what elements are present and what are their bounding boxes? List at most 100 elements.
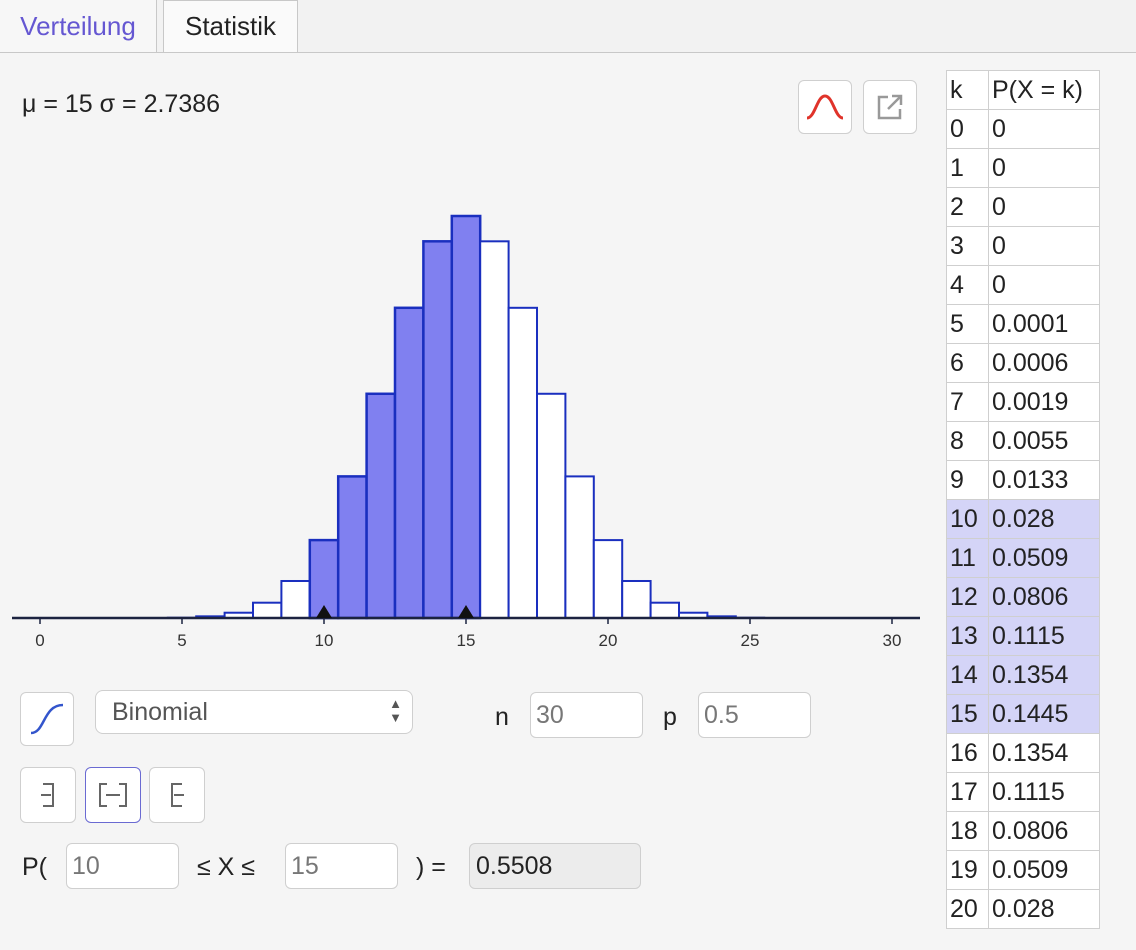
- table-header-row: k P(X = k): [946, 70, 1100, 110]
- table-row[interactable]: 20 0.028: [946, 889, 1100, 929]
- table-cell-k: 8: [946, 421, 989, 461]
- x-tick-label: 10: [315, 631, 334, 650]
- tab-verteilung[interactable]: Verteilung: [0, 0, 157, 53]
- table-row[interactable]: 10 0.028: [946, 499, 1100, 539]
- n-input[interactable]: 30: [530, 692, 643, 738]
- table-row[interactable]: 19 0.0509: [946, 850, 1100, 890]
- table-row[interactable]: 5 0.0001: [946, 304, 1100, 344]
- table-cell-k: 11: [946, 538, 989, 578]
- two-sided-button[interactable]: [85, 767, 141, 823]
- select-arrows-icon: ▲ ▼: [389, 696, 402, 725]
- table-row[interactable]: 17 0.1115: [946, 772, 1100, 812]
- table-cell-probability: 0: [988, 265, 1100, 305]
- table-row[interactable]: 13 0.1115: [946, 616, 1100, 656]
- table-cell-probability: 0.0509: [988, 538, 1100, 578]
- table-cell-probability: 0.028: [988, 889, 1100, 929]
- table-cell-k: 19: [946, 850, 989, 890]
- table-cell-probability: 0.0055: [988, 421, 1100, 461]
- table-cell-probability: 0.0006: [988, 343, 1100, 383]
- table-cell-probability: 0.0001: [988, 304, 1100, 344]
- tab-divider: [0, 52, 1136, 53]
- bar-k-20: [592, 539, 624, 620]
- x-tick-label: 20: [599, 631, 618, 650]
- table-cell-probability: 0.1445: [988, 694, 1100, 734]
- x-tick-label: 30: [883, 631, 902, 650]
- distribution-select[interactable]: Binomial ▲ ▼: [95, 690, 413, 734]
- upper-bound-input[interactable]: 15: [285, 843, 398, 889]
- table-cell-probability: 0.0019: [988, 382, 1100, 422]
- table-cell-probability: 0.1115: [988, 616, 1100, 656]
- x-tick-label: 0: [35, 631, 44, 650]
- right-sided-icon: [171, 783, 184, 807]
- bar-k-11: [336, 475, 368, 620]
- table-row[interactable]: 9 0.0133: [946, 460, 1100, 500]
- bar-k-9: [280, 579, 311, 619]
- table-row[interactable]: 14 0.1354: [946, 655, 1100, 695]
- bar-k-12: [365, 392, 397, 620]
- bar-k-18: [536, 392, 567, 619]
- mean-sigma-readout: μ = 15 σ = 2.7386: [22, 90, 221, 118]
- table-row[interactable]: 12 0.0806: [946, 577, 1100, 617]
- table-cell-probability: 0.0806: [988, 811, 1100, 851]
- bar-k-21: [621, 579, 652, 619]
- table-cell-k: 6: [946, 343, 989, 383]
- lower-bound-marker[interactable]: [316, 605, 332, 618]
- table-cell-k: 14: [946, 655, 989, 695]
- export-icon: [877, 94, 903, 120]
- table-row[interactable]: 8 0.0055: [946, 421, 1100, 461]
- table-cell-probability: 0.028: [988, 499, 1100, 539]
- equals-label: ) =: [416, 853, 446, 881]
- table-row[interactable]: 16 0.1354: [946, 733, 1100, 773]
- probability-result[interactable]: 0.5508: [469, 843, 641, 889]
- bar-k-22: [649, 601, 680, 620]
- p-input[interactable]: 0.5: [698, 692, 811, 738]
- interval-operator: ≤ X ≤: [197, 853, 256, 881]
- table-row[interactable]: 6 0.0006: [946, 343, 1100, 383]
- table-cell-probability: 0: [988, 148, 1100, 188]
- cdf-curve-icon: [30, 703, 64, 735]
- table-cell-probability: 0.1354: [988, 655, 1100, 695]
- table-cell-k: 13: [946, 616, 989, 656]
- bar-k-17: [507, 306, 539, 620]
- right-sided-button[interactable]: [149, 767, 205, 823]
- table-cell-k: 17: [946, 772, 989, 812]
- table-cell-probability: 0.0133: [988, 460, 1100, 500]
- bar-k-14: [422, 240, 454, 620]
- probability-prefix: P(: [22, 853, 47, 881]
- header-k: k: [946, 70, 989, 110]
- n-label: n: [495, 703, 509, 731]
- x-tick-label: 25: [741, 631, 760, 650]
- normal-overlay-button[interactable]: [798, 80, 852, 134]
- distribution-chart: 0 5 10 15 20 25 30: [12, 214, 920, 650]
- tab-statistik[interactable]: Statistik: [163, 0, 298, 52]
- cumulative-toggle-button[interactable]: [20, 692, 74, 746]
- table-row[interactable]: 18 0.0806: [946, 811, 1100, 851]
- table-cell-k: 10: [946, 499, 989, 539]
- table-cell-k: 15: [946, 694, 989, 734]
- table-row[interactable]: 15 0.1445: [946, 694, 1100, 734]
- table-cell-k: 4: [946, 265, 989, 305]
- table-cell-probability: 0.1115: [988, 772, 1100, 812]
- bar-k-13: [393, 306, 425, 620]
- table-cell-probability: 0.0509: [988, 850, 1100, 890]
- upper-bound-marker[interactable]: [458, 605, 474, 618]
- left-sided-button[interactable]: [20, 767, 76, 823]
- table-cell-k: 7: [946, 382, 989, 422]
- table-row[interactable]: 7 0.0019: [946, 382, 1100, 422]
- distribution-select-value: Binomial: [112, 697, 208, 726]
- table-cell-k: 20: [946, 889, 989, 929]
- table-cell-k: 12: [946, 577, 989, 617]
- x-tick-label: 15: [457, 631, 476, 650]
- table-row[interactable]: 11 0.0509: [946, 538, 1100, 578]
- left-sided-icon: [41, 783, 54, 807]
- export-button[interactable]: [863, 80, 917, 134]
- table-cell-k: 18: [946, 811, 989, 851]
- lower-bound-input[interactable]: 10: [66, 843, 179, 889]
- table-cell-probability: 0: [988, 109, 1100, 149]
- table-cell-k: 16: [946, 733, 989, 773]
